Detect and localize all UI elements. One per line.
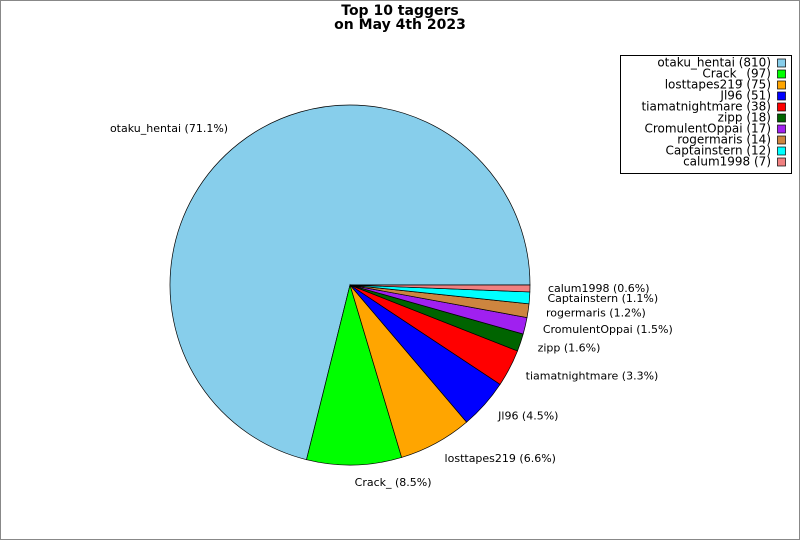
legend-swatch [777, 69, 786, 79]
legend-swatch [777, 80, 786, 90]
legend-label: Crack_ (97) [702, 67, 771, 81]
slice-label: calum1998 (0.6%) [548, 282, 650, 295]
legend-label: zipp (18) [718, 111, 771, 125]
slice-label: Jl96 (4.5%) [497, 409, 558, 422]
slice-label: otaku_hentai (71.1%) [110, 122, 228, 135]
pie-slice [349, 284, 531, 293]
slice-label: zipp (1.6%) [538, 341, 601, 354]
legend-label: tiamatnightmare (38) [641, 100, 771, 114]
slice-label: losttapes219 (6.6%) [445, 452, 556, 465]
legend-swatch [777, 157, 786, 167]
legend-swatch [777, 102, 786, 112]
chart-subtitle: on May 4th 2023 [334, 17, 466, 33]
slice-label: tiamatnightmare (3.3%) [526, 369, 659, 382]
legend-label: Jl96 (51) [719, 89, 771, 103]
pie-slice [169, 104, 531, 461]
legend-swatch [777, 113, 786, 123]
chart-title: Top 10 taggers [341, 3, 458, 19]
slice-label: rogermaris (1.2%) [546, 306, 646, 319]
legend-label: CromulentOppai (17) [644, 122, 771, 136]
legend-label: calum1998 (7) [683, 155, 771, 169]
legend-label: Captainstern (12) [666, 144, 771, 158]
legend-swatch [777, 146, 786, 156]
legend-swatch [777, 91, 786, 101]
slice-label: Captainstern (1.1%) [547, 292, 658, 305]
legend-swatch [777, 135, 786, 145]
legend-swatch [777, 124, 786, 134]
legend-label: rogermaris (14) [677, 133, 771, 147]
pie-slice [306, 283, 403, 466]
legend-box [620, 55, 792, 174]
slice-label: CromulentOppai (1.5%) [543, 323, 673, 336]
legend-label: losttapes219 (75) [665, 78, 771, 92]
slice-label: Crack_ (8.5%) [355, 476, 432, 489]
legend-label: otaku_hentai (810) [657, 56, 771, 70]
legend-swatch [777, 58, 786, 68]
